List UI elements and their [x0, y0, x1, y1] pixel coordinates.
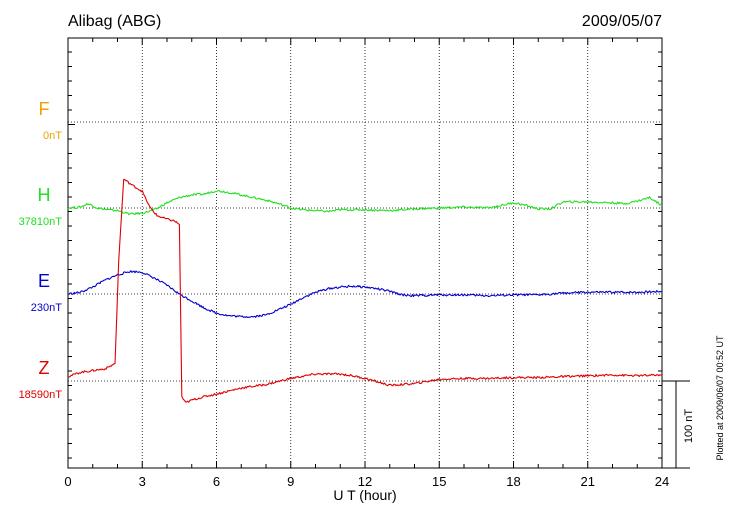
- axis-ticks: 0 3 6 9 12 15 18 21 24: [64, 38, 669, 489]
- series-baseline-z: 18590nT: [19, 389, 63, 401]
- series-baseline-f: 0nT: [43, 130, 62, 142]
- x-tick-label: 3: [139, 474, 146, 489]
- x-axis-label: U T (hour): [333, 487, 396, 503]
- chart-date: 2009/05/07: [582, 13, 662, 30]
- x-tick-label: 12: [358, 474, 372, 489]
- plotted-note: Plotted at 2009/06/07 00:52 UT: [715, 335, 725, 461]
- scale-bar-label: 100 nT: [683, 409, 695, 444]
- x-tick-label: 18: [506, 474, 520, 489]
- series-label-e: E: [38, 271, 50, 291]
- x-tick-label: 6: [213, 474, 220, 489]
- series-labels: F 0nT H 37810nT E 230nT Z 18590nT: [19, 99, 63, 401]
- x-tick-label: 24: [655, 474, 669, 489]
- x-tick-label: 9: [287, 474, 294, 489]
- series-group: [67, 178, 663, 403]
- series-label-f: F: [39, 99, 50, 119]
- series-baseline-h: 37810nT: [19, 216, 63, 228]
- series-baseline-e: 230nT: [31, 302, 62, 314]
- series-line-e: [67, 270, 663, 319]
- x-tick-label: 0: [64, 474, 71, 489]
- grid: [68, 38, 662, 468]
- series-line-z: [67, 178, 663, 403]
- series-line-h: [67, 189, 663, 216]
- x-tick-label: 21: [581, 474, 595, 489]
- series-label-h: H: [38, 185, 51, 205]
- chart-title: Alibag (ABG): [68, 13, 161, 30]
- scale-bar: 100 nT: [662, 380, 695, 469]
- x-tick-label: 15: [432, 474, 446, 489]
- series-label-z: Z: [39, 358, 50, 378]
